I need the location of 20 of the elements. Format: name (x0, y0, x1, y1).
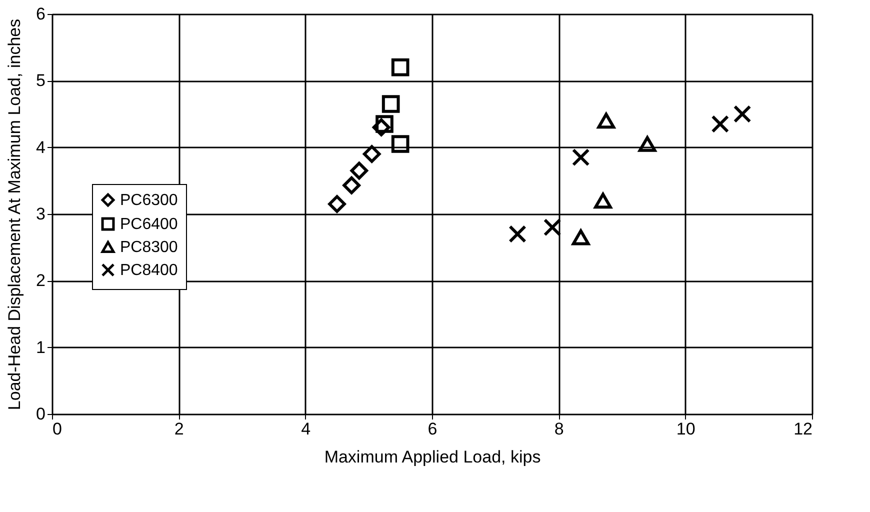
x-tick-label: 10 (676, 420, 696, 438)
legend-label: PC6300 (120, 192, 178, 209)
y-tick-label: 0 (36, 404, 46, 424)
legend-label: PC6400 (120, 216, 178, 233)
legend-label: PC8400 (120, 262, 178, 279)
y-tick-label: 5 (36, 71, 46, 90)
x-tick-label: 0 (52, 420, 62, 438)
y-tick-label: 3 (36, 204, 46, 224)
y-tick-label: 6 (36, 4, 46, 24)
x-tick-label: 6 (428, 420, 438, 438)
x-tick-label: 2 (174, 420, 184, 438)
y-tick-label: 2 (36, 271, 46, 290)
legend-label: PC8300 (120, 239, 178, 256)
y-tick-label: 4 (36, 138, 46, 157)
x-tick-label: 12 (794, 420, 812, 438)
y-axis-title: Load-Head Displacement At Maximum Load, inches (5, 18, 24, 410)
x-tick-label: 8 (554, 420, 564, 438)
x-tick-label: 4 (301, 420, 311, 438)
y-tick-label: 1 (36, 338, 46, 357)
x-axis-title: Maximum Applied Load, kips (324, 448, 541, 466)
